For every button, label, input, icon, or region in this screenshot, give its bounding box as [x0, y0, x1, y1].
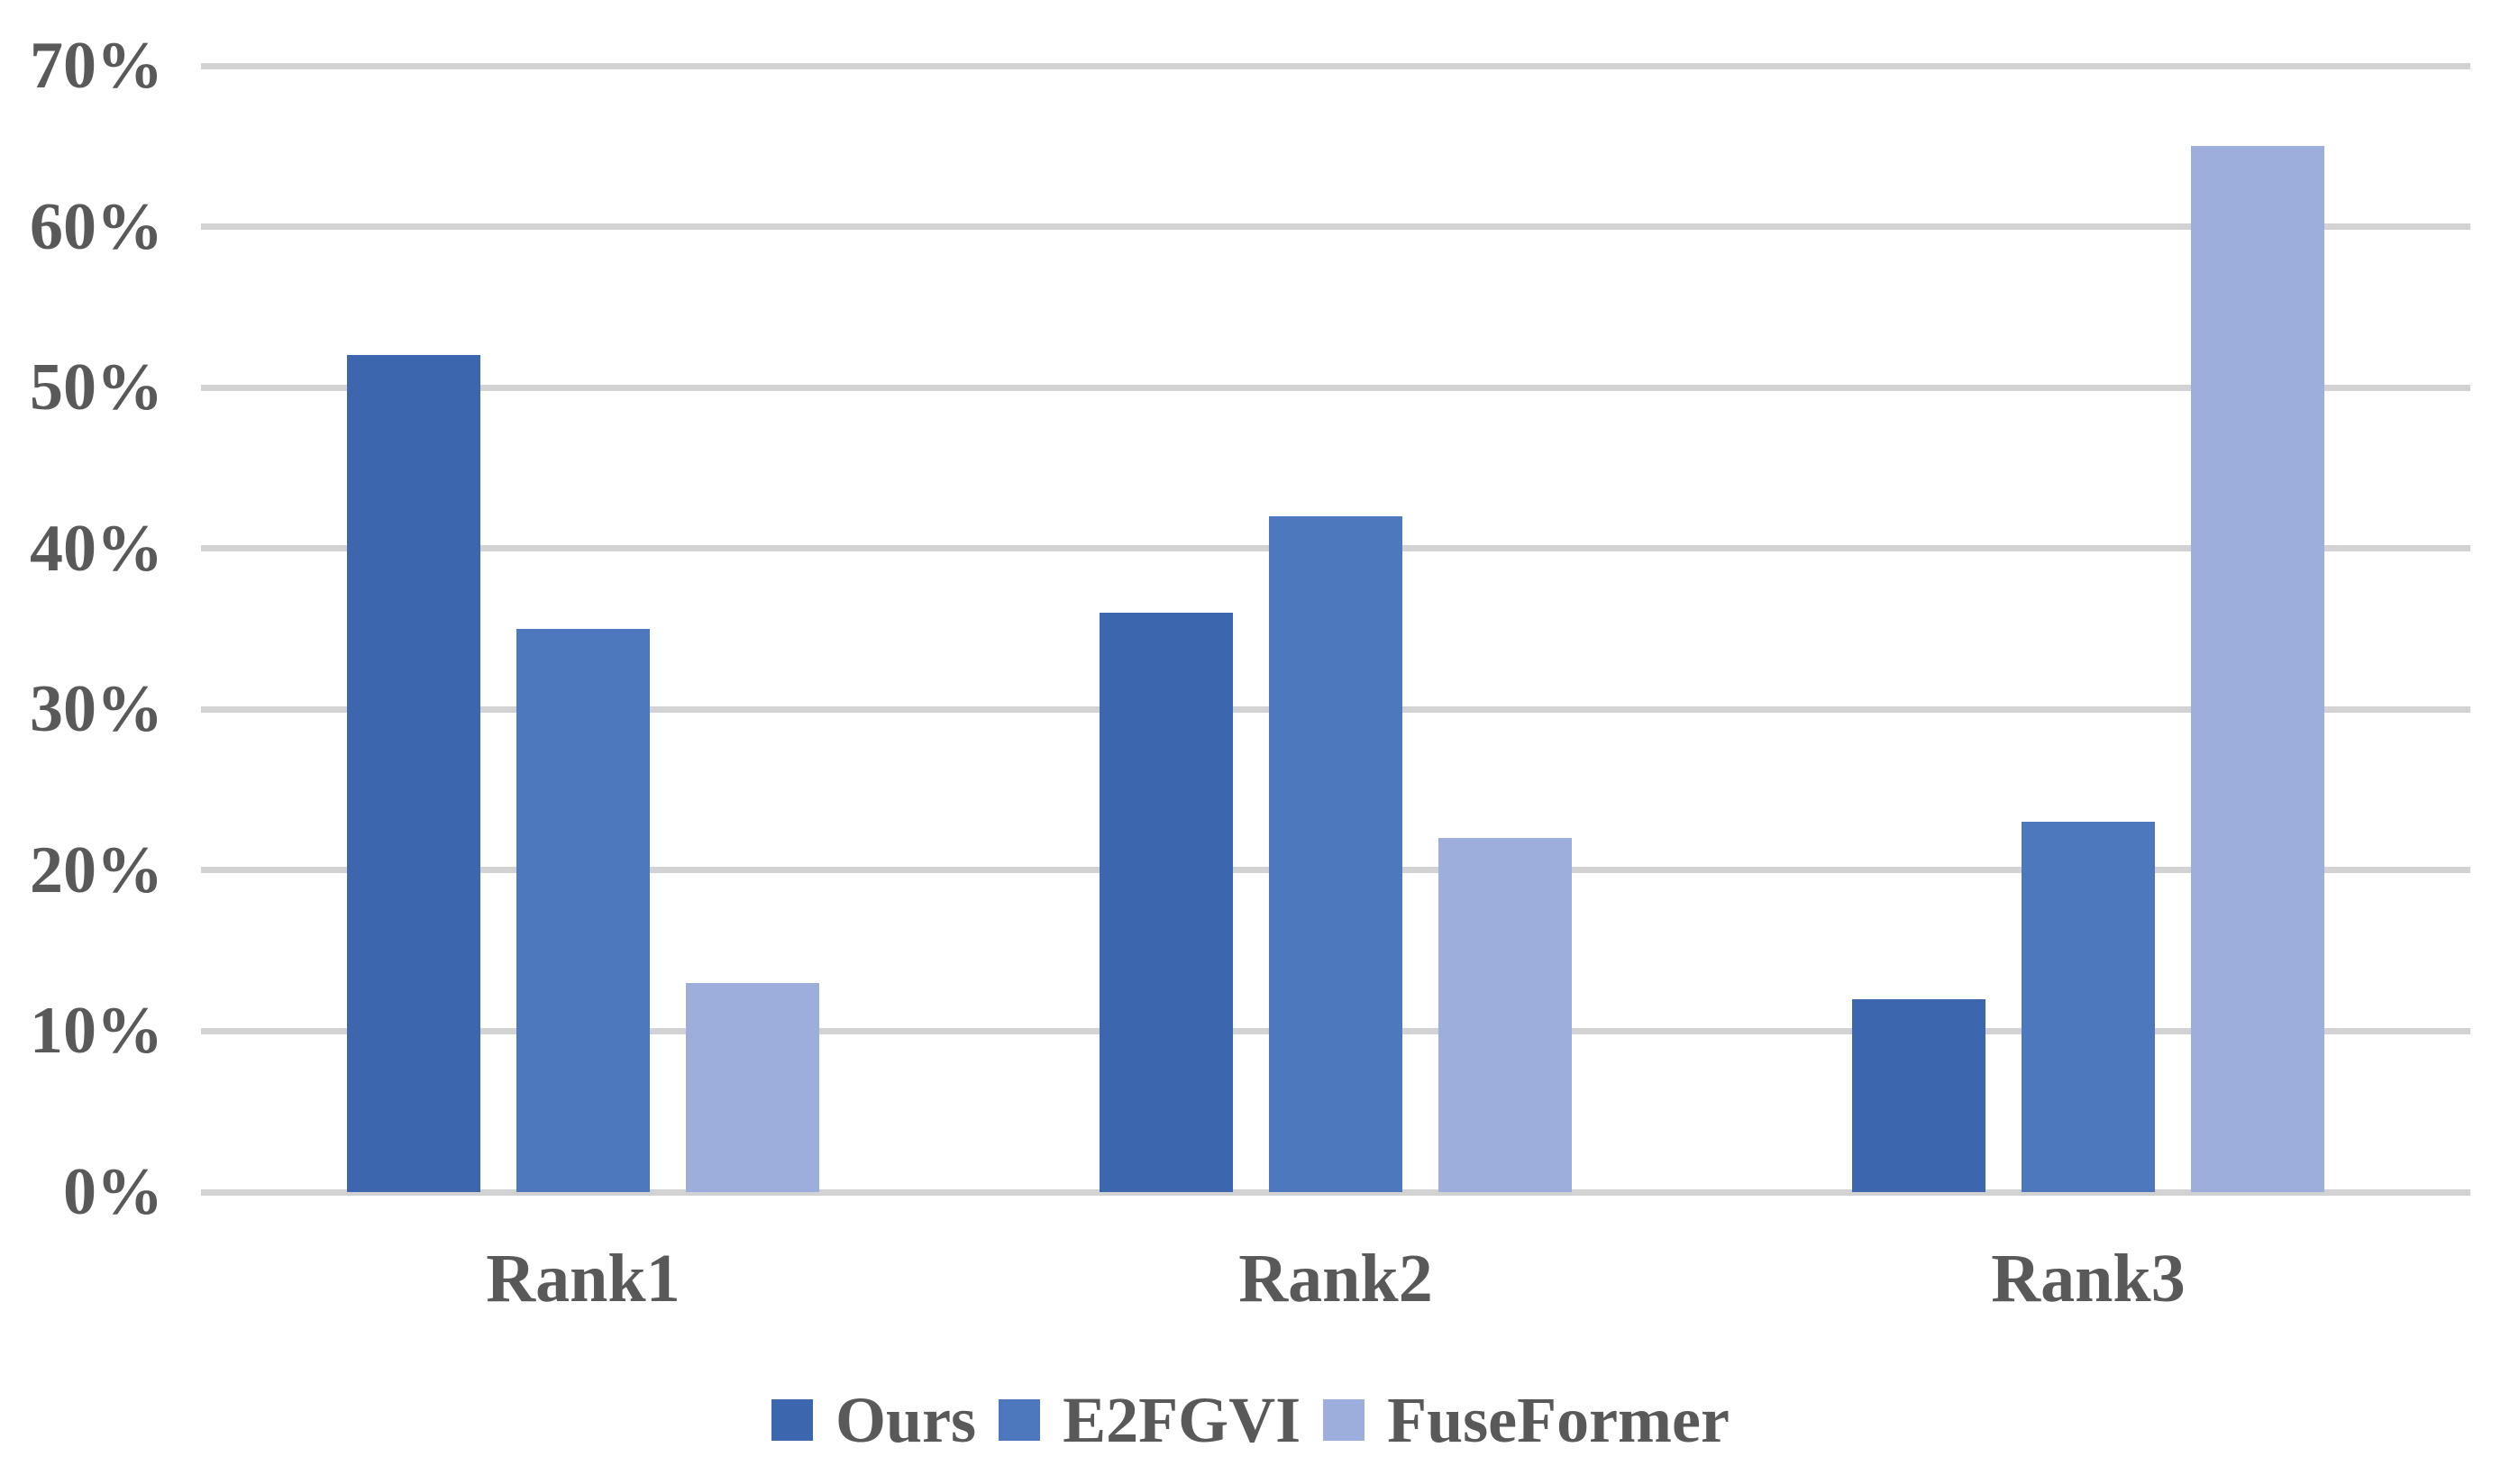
y-tick-label-20: 20% [30, 833, 163, 907]
legend-swatch-e2fgvi [999, 1399, 1041, 1441]
y-tick-label-50: 50% [30, 351, 163, 425]
gridline-60 [201, 223, 2470, 231]
gridline-70 [201, 62, 2470, 69]
legend-item-e2fgvi: E2FGVI [999, 1388, 1301, 1452]
legend-label-e2fgvi: E2FGVI [1063, 1384, 1301, 1456]
bar-ours-rank3 [1852, 998, 1985, 1192]
x-axis-label-rank1: Rank1 [486, 1241, 680, 1316]
bar-fuseformer-rank3 [2191, 146, 2324, 1192]
bar-fuseformer-rank2 [1438, 838, 1572, 1192]
legend-label-ours: Ours [835, 1384, 977, 1456]
bar-group-rank3 [1852, 66, 2324, 1192]
y-tick-label-40: 40% [30, 511, 163, 586]
y-tick-label-0: 0% [63, 1155, 163, 1229]
chart-legend: Ours E2FGVI FuseFormer [0, 1377, 2501, 1463]
bar-group-rank1 [347, 66, 819, 1192]
y-tick-label-60: 60% [30, 189, 163, 264]
bar-groups [201, 66, 2470, 1192]
x-axis-category-labels: Rank1 Rank2 Rank3 [201, 1241, 2470, 1317]
legend-item-ours: Ours [771, 1388, 976, 1452]
bar-e2fgvi-rank2 [1269, 516, 1402, 1192]
gridline-0 [201, 1188, 2470, 1196]
legend-swatch-ours [771, 1399, 814, 1441]
bar-e2fgvi-rank3 [2022, 822, 2155, 1192]
gridline-50 [201, 384, 2470, 391]
bar-ours-rank1 [347, 355, 480, 1192]
plot-area: 0% 10% 20% 30% 40% 50% 60% 70% [30, 32, 2470, 1225]
y-tick-label-30: 30% [30, 672, 163, 747]
x-axis-label-rank3: Rank3 [1991, 1241, 2186, 1316]
bar-fuseformer-rank1 [686, 982, 819, 1192]
y-tick-label-70: 70% [30, 29, 163, 103]
bar-ours-rank2 [1100, 613, 1233, 1192]
y-tick-label-10: 10% [30, 994, 163, 1069]
x-axis-label-rank2: Rank2 [1238, 1241, 1433, 1316]
legend-label-fuseformer: FuseFormer [1387, 1384, 1730, 1456]
legend-item-fuseformer: FuseFormer [1323, 1388, 1730, 1452]
bar-group-rank2 [1100, 66, 1572, 1192]
bar-e2fgvi-rank1 [516, 629, 650, 1192]
legend-swatch-fuseformer [1323, 1399, 1365, 1441]
